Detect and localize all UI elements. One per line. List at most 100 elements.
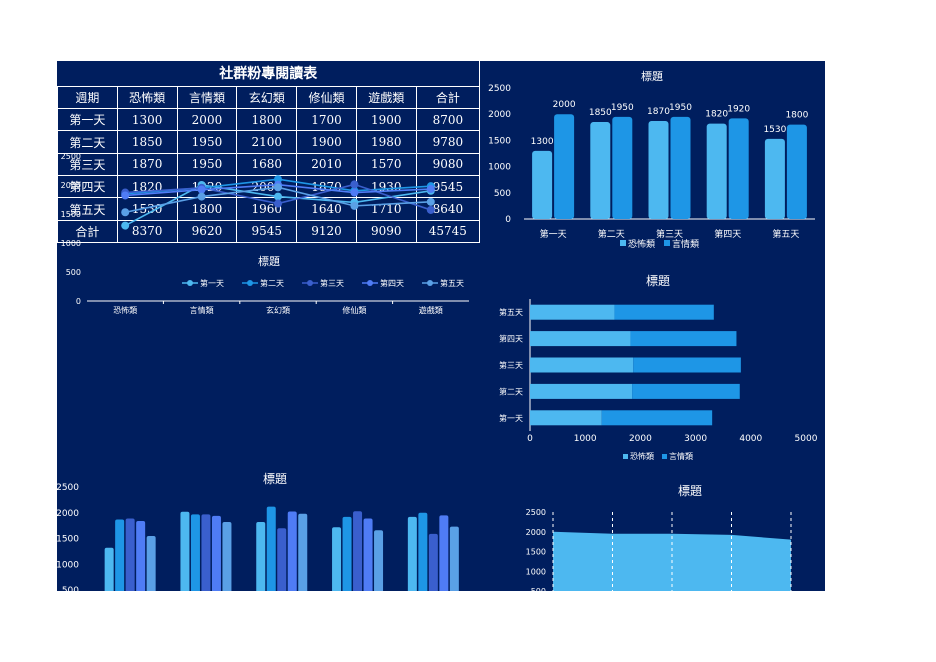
y-tick-label: 500	[62, 586, 79, 591]
bar-segment	[530, 410, 602, 426]
table-cell: 1870	[116, 152, 178, 177]
bar	[612, 116, 633, 219]
table-cell: 第二天	[57, 130, 118, 154]
dashboard: 社群粉專閱讀表 週期 恐怖類 言情類 玄幻類 修仙類 遊戲類 合計 第一天 13…	[57, 61, 825, 591]
legend-label: 第三天	[320, 278, 344, 288]
x-tick-label: 5000	[795, 434, 818, 444]
table-header-cell: 恐怖類	[116, 85, 178, 110]
table-cell: 2100	[236, 130, 298, 154]
bar	[201, 514, 211, 591]
table-cell: 9120	[296, 219, 357, 244]
y-tick-label: 1500	[488, 136, 511, 146]
table-cell: 1950	[176, 152, 238, 177]
bar	[439, 515, 449, 591]
y-tick-label: 第四天	[499, 334, 523, 344]
table-cell: 1850	[116, 130, 178, 154]
bar	[256, 522, 266, 591]
bar	[190, 514, 200, 591]
y-tick-label: 1000	[526, 567, 546, 576]
legend-label: 恐怖類	[628, 238, 655, 250]
table-cell: 1300	[116, 108, 178, 132]
data-point	[350, 201, 359, 210]
table-cell: 1800	[236, 108, 298, 132]
bar	[342, 516, 352, 591]
table-header-cell: 修仙類	[296, 85, 357, 110]
data-label: 2000	[553, 100, 576, 110]
bar	[532, 150, 553, 219]
y-tick-label: 2000	[57, 509, 79, 519]
bar	[298, 513, 308, 591]
legend-label: 恐怖類	[630, 451, 654, 461]
stacked-bar-chart-panel: 標題 0 1000 2000 3000 4000 5000 第一天 第二天 第三天 第四天 第五天 恐怖…	[480, 261, 825, 471]
x-tick-label: 第四天	[714, 228, 741, 240]
table-row: 第一天 1300 2000 1800 1700 1900 8700	[57, 108, 481, 132]
bar-segment	[633, 357, 741, 373]
legend-label: 言情類	[672, 238, 699, 250]
table-header-cell: 週期	[57, 85, 118, 110]
bar-chart: 標題 0 500 1000 1500 2000 2500 第一天 1300 2000 第二天 1850…	[488, 69, 815, 250]
data-point	[197, 192, 206, 201]
bar	[670, 116, 691, 219]
legend-label: 言情類	[669, 451, 693, 461]
table-cell: 第一天	[57, 108, 118, 132]
data-label: 1920	[727, 104, 750, 114]
bar-segment	[530, 331, 631, 347]
bar	[590, 122, 611, 219]
bar	[287, 511, 297, 591]
y-tick-label: 1500	[526, 548, 546, 557]
bar	[146, 535, 156, 591]
data-label: 1950	[611, 103, 634, 113]
legend-marker	[427, 280, 433, 286]
y-tick-label: 第二天	[499, 386, 523, 396]
bar	[418, 512, 428, 591]
y-tick-label: 2000	[526, 528, 546, 537]
legend-marker	[307, 280, 313, 286]
data-point	[197, 185, 206, 194]
y-tick-label: 1500	[61, 210, 81, 219]
x-tick-label: 恐怖類	[113, 305, 137, 315]
chart-title: 標題	[641, 69, 663, 83]
x-tick-label: 4000	[739, 434, 762, 444]
legend-label: 第四天	[380, 278, 404, 288]
bar	[115, 519, 125, 591]
table-cell: 9090	[355, 219, 417, 244]
grouped-bar-chart-panel: 標題 500 1000 1500 2000 2500	[57, 461, 480, 591]
area-chart: 標題 500 1000 1500 2000 2500	[526, 484, 792, 591]
data-point	[274, 183, 282, 192]
bar	[407, 516, 417, 591]
x-tick-label: 言情類	[190, 305, 214, 315]
y-tick-label: 500	[531, 587, 546, 591]
line-chart: 標題 0 500 1000 1500 2000 2500 恐怖類 言情類 玄幻類 修仙類 遊戲類 第一天…	[61, 152, 469, 315]
legend-swatch	[620, 240, 626, 246]
bar	[648, 121, 669, 219]
table-cell: 9780	[415, 130, 481, 154]
x-tick-label: 第二天	[598, 228, 625, 240]
y-tick-label: 第五天	[499, 307, 523, 317]
chart-title: 標題	[263, 472, 287, 486]
bar	[222, 522, 232, 591]
x-tick-label: 1000	[574, 434, 597, 444]
y-tick-label: 1000	[61, 239, 81, 248]
bar	[277, 528, 287, 591]
table-cell: 1950	[176, 130, 238, 154]
bar-segment	[614, 304, 714, 320]
table-cell: 1700	[296, 108, 357, 132]
y-tick-label: 2500	[57, 483, 79, 493]
table-cell: 1900	[296, 130, 357, 154]
data-label: 1950	[669, 103, 692, 113]
bar	[554, 114, 575, 219]
chart-title: 標題	[258, 254, 280, 268]
data-point	[121, 191, 130, 200]
area-chart-panel: 標題 500 1000 1500 2000 2500	[480, 471, 825, 591]
table-cell: 8370	[116, 219, 178, 244]
bar-segment	[630, 331, 737, 347]
table-cell: 1800	[176, 197, 238, 221]
data-label: 1820	[705, 110, 728, 120]
bar-segment	[601, 410, 713, 426]
table-cell: 2000	[176, 108, 238, 132]
bar	[353, 511, 363, 591]
y-tick-label: 500	[494, 189, 511, 199]
bar	[728, 118, 749, 219]
y-tick-label: 2500	[488, 84, 511, 94]
grouped-bar-chart: 標題 500 1000 1500 2000 2500	[57, 472, 459, 591]
